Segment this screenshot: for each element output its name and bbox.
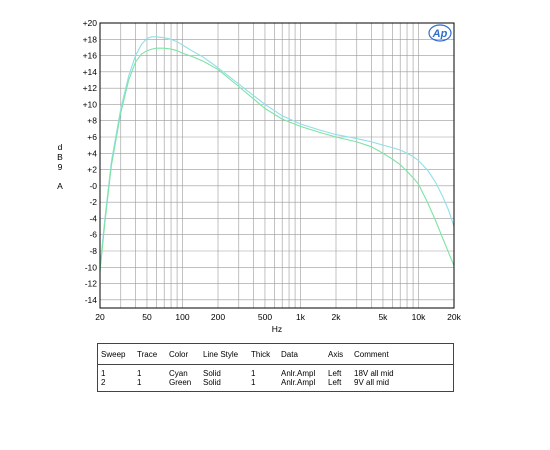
- frequency-response-chart: +20 +18 +16 +14 +12 +10 +8 +6 +4 +2 -0 -2 -4 -6 -8 -10 -…: [83, 18, 462, 334]
- y-tick-label: -8: [89, 246, 97, 256]
- plot-frame: [99, 22, 455, 309]
- legend-row-2-sweep: 2: [101, 378, 106, 387]
- y-tick-label: +4: [87, 148, 97, 158]
- chart-series: [99, 36, 455, 272]
- y-axis-label-line-2: B: [57, 152, 63, 162]
- legend-row-2-thick: 1: [251, 378, 256, 387]
- y-axis-label-line-4: A: [57, 181, 63, 191]
- x-axis-label: Hz: [272, 324, 282, 334]
- legend-row-1-comment: 18V all mid: [354, 369, 394, 378]
- logo-text: Ap: [432, 28, 448, 40]
- legend-header-comment: Comment: [354, 350, 389, 359]
- y-tick-label: +6: [87, 132, 97, 142]
- legend-row-2-comment: 9V all mid: [354, 378, 390, 387]
- legend-row-1-thick: 1: [251, 369, 256, 378]
- legend-header-line-style: Line Style: [203, 350, 239, 359]
- legend-row-2-color: Green: [169, 378, 192, 387]
- y-axis-label-line-1: d: [57, 142, 63, 152]
- y-tick-label: +12: [83, 83, 98, 93]
- x-tick-label: 20: [95, 312, 105, 322]
- y-axis-label-line-3: 9: [57, 162, 63, 172]
- x-tick-label: 5k: [378, 312, 388, 322]
- legend-header-thick: Thick: [251, 350, 271, 359]
- y-tick-label: +20: [83, 18, 98, 28]
- legend-row-1-axis: Left: [328, 369, 342, 378]
- x-tick-label: 500: [258, 312, 272, 322]
- legend-header-color: Color: [169, 350, 189, 359]
- x-tick-label: 20k: [447, 312, 461, 322]
- legend-row-1-trace: 1: [137, 369, 142, 378]
- legend-header-trace: Trace: [137, 350, 158, 359]
- y-tick-label: +14: [83, 67, 98, 77]
- y-tick-label: +8: [87, 116, 97, 126]
- y-tick-labels: +20 +18 +16 +14 +12 +10 +8 +6 +4 +2 -0 -2 -4 -6 -8 -10 -…: [83, 18, 98, 305]
- y-tick-label: -6: [89, 230, 97, 240]
- ap-logo-icon: Ap: [428, 24, 452, 42]
- series-line-2: [99, 47, 455, 272]
- legend-row-1-data: Anlr.Ampl: [281, 369, 316, 378]
- y-tick-label: -14: [85, 295, 98, 305]
- y-tick-label: +2: [87, 165, 97, 175]
- y-tick-label: -10: [85, 262, 98, 272]
- chart-grid: [100, 23, 454, 308]
- legend-row-2-line-style: Solid: [203, 378, 221, 387]
- y-tick-label: +16: [83, 51, 98, 61]
- x-tick-label: 2k: [332, 312, 342, 322]
- legend-row-1-line-style: Solid: [203, 369, 221, 378]
- y-tick-label: -4: [89, 213, 97, 223]
- y-tick-label: +10: [83, 99, 98, 109]
- x-tick-label: 100: [175, 312, 189, 322]
- sweep-legend-table: Sweep Trace Color Line Style Thick Data …: [97, 343, 454, 392]
- y-tick-label: -12: [85, 279, 98, 289]
- legend-header-data: Data: [281, 350, 298, 359]
- legend-row-1-color: Cyan: [169, 369, 188, 378]
- y-tick-label: -2: [89, 197, 97, 207]
- x-tick-label: 1k: [296, 312, 306, 322]
- legend-header-axis: Axis: [328, 350, 344, 359]
- legend-row-2-data: Anlr.Ampl: [281, 378, 316, 387]
- legend-row-1-sweep: 1: [101, 369, 106, 378]
- legend-row-2-axis: Left: [328, 378, 342, 387]
- x-tick-label: 10k: [412, 312, 426, 322]
- y-tick-label: +18: [83, 34, 98, 44]
- series-line-1: [99, 36, 455, 268]
- legend-header-sweep: Sweep: [101, 350, 126, 359]
- x-tick-labels: 20 50 100 200 500 1k 2k 5k 10k 20k: [95, 312, 461, 322]
- y-tick-label: -0: [89, 181, 97, 191]
- legend-header-divider: [98, 364, 453, 365]
- x-tick-label: 50: [142, 312, 152, 322]
- x-tick-label: 200: [211, 312, 225, 322]
- legend-row-2-trace: 1: [137, 378, 142, 387]
